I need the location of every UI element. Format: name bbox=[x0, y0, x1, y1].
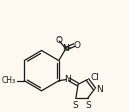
Text: Cl: Cl bbox=[90, 73, 99, 82]
Text: N: N bbox=[62, 44, 69, 53]
Text: O: O bbox=[73, 41, 80, 50]
Text: S: S bbox=[72, 101, 78, 110]
Text: O: O bbox=[56, 36, 63, 45]
Text: +: + bbox=[66, 44, 71, 51]
Text: N: N bbox=[64, 75, 71, 84]
Text: N: N bbox=[96, 85, 103, 94]
Text: CH₃: CH₃ bbox=[1, 76, 15, 85]
Text: ⁻: ⁻ bbox=[56, 34, 61, 43]
Text: S: S bbox=[85, 101, 91, 110]
